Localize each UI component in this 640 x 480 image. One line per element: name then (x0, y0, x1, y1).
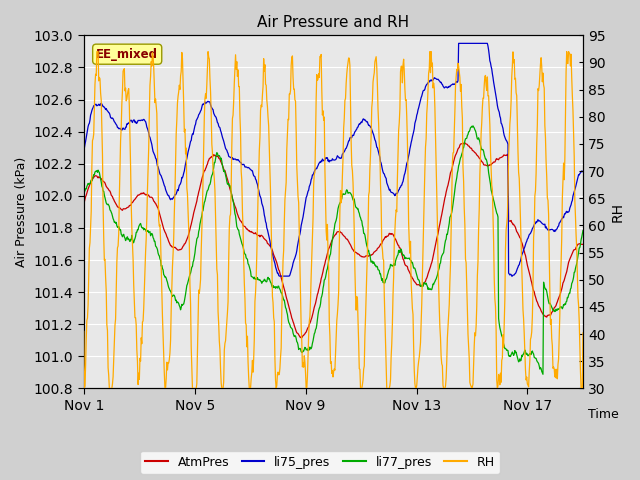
Legend: AtmPres, li75_pres, li77_pres, RH: AtmPres, li75_pres, li77_pres, RH (140, 451, 500, 474)
Y-axis label: RH: RH (611, 202, 625, 222)
X-axis label: Time: Time (588, 408, 618, 421)
Y-axis label: Air Pressure (kPa): Air Pressure (kPa) (15, 157, 28, 267)
Text: EE_mixed: EE_mixed (96, 48, 158, 60)
Title: Air Pressure and RH: Air Pressure and RH (257, 15, 410, 30)
